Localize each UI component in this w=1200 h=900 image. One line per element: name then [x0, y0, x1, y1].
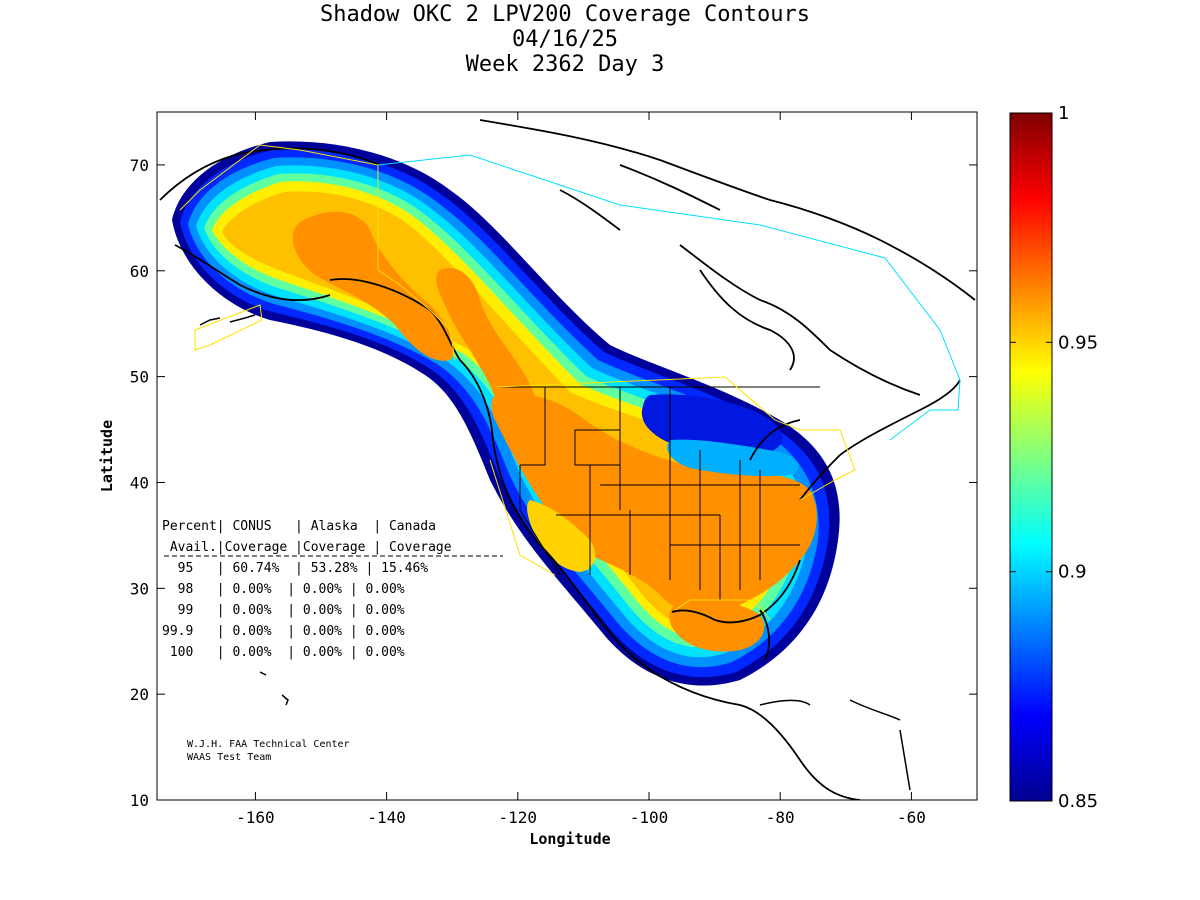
region-outlines: [179, 144, 961, 621]
colorbar-tick-label: 0.85: [1058, 791, 1098, 812]
plot-frame: [156, 111, 978, 801]
y-tick-label: 30: [130, 579, 149, 598]
y-tick-label: 60: [130, 262, 149, 281]
colorbar-tick-label: 1: [1058, 103, 1069, 124]
x-axis-ticks: -160 -140 -120 -100 -80 -60: [236, 112, 926, 827]
colorbar-tick-label: 0.9: [1058, 562, 1087, 583]
map-layer: [159, 119, 976, 800]
credit-line-1: W.J.H. FAA Technical Center: [187, 739, 350, 750]
table-row: 98 | 0.00% | 0.00% | 0.00%: [162, 582, 405, 597]
coverage-core-conus: [491, 393, 817, 615]
colorbar: [1009, 112, 1053, 802]
coverage-core-gulf: [669, 601, 765, 652]
table-row: 95 | 60.74% | 53.28% | 15.46%: [162, 561, 428, 576]
y-tick-label: 20: [130, 685, 149, 704]
islands: [199, 314, 911, 791]
coastlines: [159, 119, 976, 800]
x-axis-title: Longitude: [529, 830, 610, 848]
chart-title: Shadow OKC 2 LPV200 Coverage Contours: [319, 2, 811, 27]
coverage-yellow-southwest: [527, 500, 596, 572]
x-tick-label: -140: [367, 808, 406, 827]
table-header-2: Avail.|Coverage |Coverage | Coverage: [162, 540, 452, 555]
y-tick-label: 40: [130, 473, 149, 492]
credit-line-2: WAAS Test Team: [187, 752, 271, 763]
chart-week-day: Week 2362 Day 3: [465, 52, 665, 77]
table-row: 99 | 0.00% | 0.00% | 0.00%: [162, 603, 405, 618]
x-tick-label: -120: [499, 808, 538, 827]
x-tick-label: -80: [766, 808, 795, 827]
table-row: 100 | 0.00% | 0.00% | 0.00%: [162, 645, 405, 660]
y-tick-label: 10: [130, 791, 149, 810]
x-tick-label: -100: [630, 808, 669, 827]
y-tick-label: 70: [130, 156, 149, 175]
table-row: 99.9 | 0.00% | 0.00% | 0.00%: [162, 624, 405, 639]
y-axis-title: Latitude: [98, 420, 116, 492]
chart-date: 04/16/25: [512, 27, 618, 52]
table-header-1: Percent| CONUS | Alaska | Canada: [162, 519, 436, 534]
state-boundaries: [497, 386, 820, 600]
colorbar-ticks: 0.85 0.9 0.95 1: [1010, 103, 1098, 812]
x-tick-label: -160: [236, 808, 275, 827]
y-axis-ticks: 10 20 30 40 50 60 70: [130, 156, 977, 810]
x-tick-label: -60: [897, 808, 926, 827]
colorbar-tick-label: 0.95: [1058, 332, 1098, 353]
coverage-core-alaska: [292, 211, 454, 361]
coverage-table: Percent| CONUS | Alaska | Canada Avail.|…: [162, 519, 503, 660]
y-tick-label: 50: [130, 368, 149, 387]
